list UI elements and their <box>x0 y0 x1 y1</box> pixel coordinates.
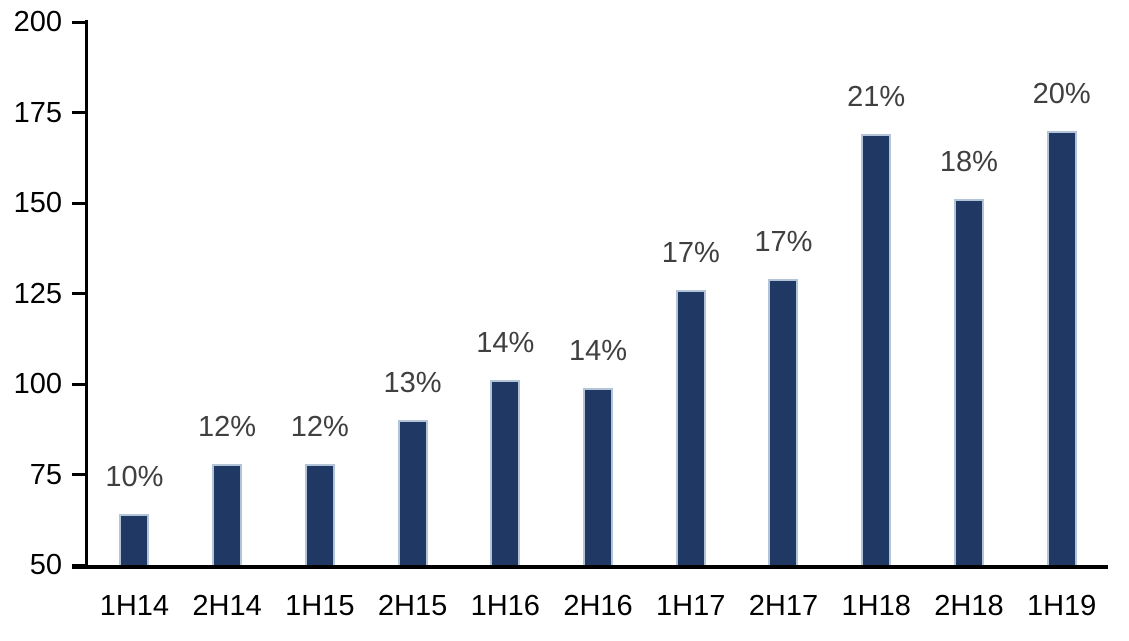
bar-1H19 <box>1046 130 1077 565</box>
x-axis-label-1H16: 1H16 <box>470 590 540 622</box>
bar-value-label: 12% <box>198 410 257 443</box>
y-axis-tick-label: 100 <box>13 368 62 400</box>
x-axis-label-2H18: 2H18 <box>934 590 1004 622</box>
bar-value-label: 18% <box>939 146 998 179</box>
bar-1H14 <box>119 514 150 565</box>
x-axis-label-2H17: 2H17 <box>748 590 819 622</box>
x-axis-label-2H16: 2H16 <box>563 590 633 622</box>
y-axis-tick-mark <box>72 382 85 386</box>
bar-2H14 <box>212 463 243 565</box>
bar-value-label: 14% <box>476 327 535 360</box>
y-axis-line <box>85 20 88 569</box>
bar-value-label: 14% <box>568 334 628 367</box>
y-axis-tick-mark <box>72 20 85 24</box>
x-axis-label-1H17: 1H17 <box>656 590 726 622</box>
y-axis-tick-mark <box>72 111 85 114</box>
x-axis-label-1H15: 1H15 <box>285 590 355 622</box>
bar-value-label: 13% <box>383 367 442 400</box>
bar-value-label: 17% <box>754 226 813 259</box>
y-axis-tick-label: 200 <box>13 6 62 38</box>
x-axis-line <box>72 565 1108 569</box>
bar-1H18 <box>861 134 892 565</box>
y-axis-tick-mark <box>72 473 85 476</box>
bar-2H18 <box>953 199 984 565</box>
x-axis-label-2H15: 2H15 <box>377 590 448 622</box>
bar-2H16 <box>583 387 613 565</box>
bar-value-label: 17% <box>661 236 720 269</box>
y-axis-tick-label: 75 <box>29 458 62 491</box>
bar-value-label: 20% <box>1032 77 1091 110</box>
y-axis-tick-label: 175 <box>13 96 62 129</box>
bar-1H15 <box>304 463 335 565</box>
x-axis-label-2H14: 2H14 <box>192 590 262 622</box>
bar-value-label: 21% <box>847 81 906 114</box>
bar-1H17 <box>675 289 706 565</box>
bar-2H17 <box>768 279 799 565</box>
x-axis-label-1H14: 1H14 <box>99 590 170 622</box>
bar-1H16 <box>490 380 521 565</box>
y-axis-tick-label: 50 <box>29 549 62 581</box>
y-axis-tick-mark <box>72 292 85 295</box>
bar-value-label: 10% <box>105 461 164 494</box>
y-axis-tick-label: 150 <box>13 187 62 219</box>
y-axis-tick-mark <box>72 201 85 205</box>
x-axis-label-1H18: 1H18 <box>841 590 911 622</box>
y-axis-tick-label: 125 <box>13 277 62 310</box>
bar-value-label: 12% <box>290 410 349 443</box>
bar-2H15 <box>397 420 428 565</box>
x-axis-label-1H19: 1H19 <box>1026 590 1097 622</box>
